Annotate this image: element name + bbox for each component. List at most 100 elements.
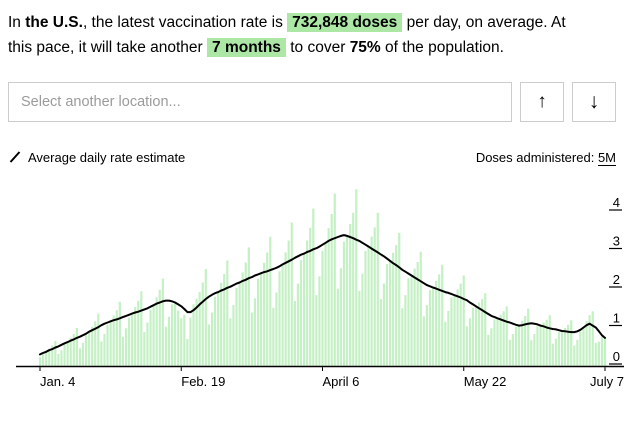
dose-bar [100,341,103,366]
dose-bar [364,250,367,366]
dose-bar [210,312,214,366]
dose-bar [416,261,419,366]
dose-bar [401,308,404,366]
dose-bar [134,306,137,366]
dose-bar [250,312,253,366]
dose-bar [385,263,389,366]
dose-bar [91,326,94,366]
dose-bar [149,309,152,366]
dose-bar [527,308,530,366]
dose-bar [232,304,235,366]
dose-bar [444,321,447,366]
dose-bar [471,307,475,366]
dose-bar [392,252,395,366]
dose-bar [321,250,324,366]
dose-bar [278,271,281,366]
summary-mid3: to cover [285,39,350,57]
dose-bar [324,242,327,366]
chart-header: Average daily rate estimate Doses admini… [8,149,616,166]
dose-bar [493,319,496,366]
dose-bar [505,306,508,366]
dose-bar [112,315,115,366]
dose-bar [490,328,493,366]
dose-bar [235,287,238,366]
dose-bar [459,283,462,366]
dose-bar [75,327,78,366]
summary-mid1: , the latest vaccination rate is [82,14,288,31]
dose-bar [272,307,275,366]
vaccine-tracker-widget: In the U.S., the latest vaccination rate… [8,10,624,389]
dose-bar [428,289,432,366]
vaccination-rate-highlight: 732,848 doses [287,13,403,32]
dose-bar [81,342,85,366]
dose-bar [103,333,106,366]
dose-bar [508,339,511,366]
dose-bar [109,321,112,366]
dose-bar [118,301,121,366]
dose-bar [269,236,272,366]
dose-bar [140,291,143,366]
summary-text: In the U.S., the latest vaccination rate… [8,10,568,61]
legend-label: Average daily rate estimate [28,149,186,165]
dose-bar [481,298,484,366]
scroll-down-button[interactable]: ↓ [572,81,616,122]
dose-bar [48,348,51,366]
dose-bar [333,193,336,366]
dose-bar [462,275,465,366]
dose-bar [78,348,82,366]
dose-bar [281,264,284,366]
line-legend-icon [9,151,21,163]
dose-bar [51,345,54,366]
location-search-input[interactable] [8,81,512,122]
dose-bar [358,290,361,366]
dose-bar [600,336,604,366]
dose-bar [174,302,177,366]
dose-bar [69,337,72,366]
dose-bar [597,341,600,366]
dose-bar [379,298,382,366]
dose-bar [536,326,539,366]
scroll-up-button[interactable]: ↑ [520,81,564,122]
dose-bar [352,212,355,366]
dose-bar [468,318,471,366]
dose-bar [545,319,548,366]
dose-bar [309,227,312,366]
dose-bar [287,240,290,366]
average-line-legend: Average daily rate estimate [8,150,185,165]
dose-bar [413,268,416,366]
y-axis-title-text: Doses administered: [475,149,598,165]
dose-bar [41,353,45,366]
arrow-down-icon: ↓ [588,90,600,114]
dose-bar [84,335,88,366]
dose-bar [603,337,607,366]
dose-bar [438,274,441,366]
dose-bar [57,353,60,366]
dose-bar [137,300,140,366]
dose-bar [94,321,97,366]
dose-bar [241,272,244,366]
dose-bar [296,283,300,366]
dose-bar [204,268,207,366]
dose-bar [573,345,576,366]
dose-bar [342,241,346,366]
dose-bar [131,313,134,366]
dose-bar [38,356,42,366]
dose-bar [345,235,349,366]
dose-bar [570,320,573,366]
y-axis-max-tick: 5M [597,149,616,166]
dose-bar [229,318,232,366]
dose-bar [247,247,250,366]
dose-bar [367,246,370,366]
dose-bar [339,268,343,366]
dose-bar [66,341,69,366]
y-axis-title: Doses administered: 5M [475,149,616,166]
dose-bar [425,304,428,366]
dose-bar [474,306,478,366]
dose-bar [330,213,333,366]
dose-bar [318,276,321,366]
dose-bar [201,282,204,366]
dose-bar [435,280,438,366]
dose-bar [45,351,48,366]
dose-bar [453,294,456,366]
dose-bar [563,327,567,366]
